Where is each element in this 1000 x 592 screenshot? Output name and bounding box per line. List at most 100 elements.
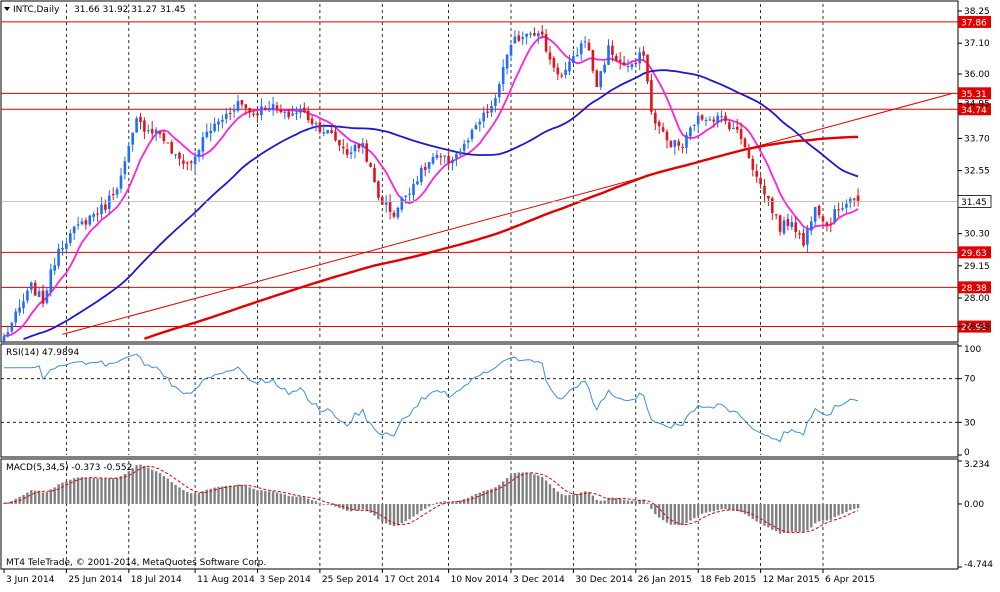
candle-body (478, 121, 482, 125)
macd-histogram-bar (240, 484, 244, 504)
candle-body (654, 112, 657, 124)
macd-histogram-bar (728, 503, 731, 511)
macd-histogram-bar (459, 500, 462, 504)
macd-histogram-bar (326, 503, 329, 505)
macd-histogram-bar (299, 496, 302, 504)
level-label: 34.74 (961, 106, 987, 116)
macd-histogram-bar (357, 503, 361, 511)
macd-histogram-bar (186, 491, 189, 504)
candle-body (345, 149, 349, 155)
macd-histogram-bar (201, 491, 205, 504)
macd-histogram-bar (427, 503, 431, 507)
candle-body (404, 195, 407, 197)
macd-histogram-bar (151, 469, 154, 504)
ohlc-values: 31.66 31.92 31.27 31.45 (74, 5, 186, 15)
price-tick-label: 30.30 (964, 230, 990, 240)
ma-50-line (23, 69, 859, 340)
macd-histogram-bar (303, 497, 306, 504)
price-tick-label: 32.55 (964, 167, 990, 177)
candle-body (763, 185, 766, 195)
macd-histogram-bar (619, 498, 622, 504)
candle-body (494, 98, 497, 106)
time-tick-label: 18 Feb 2015 (700, 575, 756, 585)
macd-histogram-bar (221, 486, 224, 504)
candle-body (806, 229, 809, 245)
macd-histogram-bar (466, 497, 470, 504)
macd-histogram-bar (115, 477, 119, 504)
macd-histogram-bar (307, 498, 310, 504)
macd-histogram-bar (829, 503, 832, 520)
candle-body (369, 163, 372, 167)
macd-histogram-bar (439, 501, 442, 504)
macd-histogram-bar (693, 503, 696, 519)
macd-histogram-bar (84, 477, 88, 504)
macd-histogram-bar (572, 494, 575, 504)
macd-histogram-bar (853, 503, 856, 509)
macd-histogram-bar (166, 478, 169, 504)
time-tick-label: 30 Dec 2014 (575, 575, 633, 585)
macd-histogram-bar (759, 503, 762, 524)
macd-histogram-bar (2, 503, 6, 505)
candle-body (833, 209, 836, 223)
macd-histogram-bar (123, 473, 127, 504)
macd-histogram-bar (732, 503, 735, 511)
candle-body (751, 158, 755, 170)
candle-body (790, 221, 794, 228)
macd-histogram-bar (154, 471, 158, 504)
candle-body (197, 150, 201, 157)
candle-body (45, 290, 49, 303)
level-label: 37.86 (961, 18, 987, 28)
candle-body (330, 130, 333, 133)
candle-body (139, 117, 142, 123)
candle-body (646, 54, 649, 82)
candle-body (53, 265, 56, 271)
trendline[interactable] (62, 93, 952, 335)
candle-body (275, 105, 279, 110)
candle-body (80, 221, 84, 225)
macd-histogram-bar (147, 467, 150, 504)
symbol-title: INTC,Daily (13, 5, 60, 15)
candle-body (427, 162, 431, 169)
rsi-label: RSI(14) 47.9894 (6, 348, 79, 358)
candle-body (743, 138, 747, 148)
candle-body (677, 141, 680, 146)
candle-body (318, 122, 322, 133)
macd-histogram-bar (704, 503, 708, 513)
candle-body (279, 109, 283, 113)
price-tick-label: 38.25 (964, 7, 990, 17)
candle-body (591, 50, 595, 71)
macd-histogram-bar (478, 492, 481, 504)
candle-body (299, 109, 302, 113)
candle-body (630, 64, 634, 68)
ma-9-line (3, 35, 859, 337)
candle-body (724, 115, 727, 121)
candle-body (267, 108, 271, 111)
candle-body (747, 148, 751, 158)
macd-histogram-bar (502, 481, 505, 504)
macd-histogram-bar (6, 502, 10, 504)
macd-histogram-bar (482, 490, 485, 504)
rsi-tick-label: 100 (964, 345, 981, 355)
macd-histogram-bar (638, 499, 641, 504)
macd-histogram-bar (654, 503, 657, 515)
macd-histogram-bar (310, 500, 314, 504)
macd-histogram-bar (443, 501, 446, 504)
macd-histogram-bar (346, 503, 349, 511)
macd-histogram-bar (743, 503, 747, 514)
level-label: 35.31 (961, 90, 987, 100)
candle-body (283, 111, 287, 113)
macd-histogram-bar (470, 495, 474, 504)
candle-body (178, 152, 181, 159)
macd-histogram-bar (431, 503, 435, 505)
candle-body (439, 156, 443, 158)
candle-body (408, 193, 411, 195)
dropdown-triangle-icon[interactable] (4, 7, 10, 11)
macd-histogram-bar (798, 503, 801, 532)
candle-body (384, 202, 388, 205)
candle-body (158, 131, 162, 134)
macd-histogram-bar (217, 486, 220, 504)
macd-histogram-bar (377, 503, 380, 520)
candle-body (236, 101, 240, 111)
